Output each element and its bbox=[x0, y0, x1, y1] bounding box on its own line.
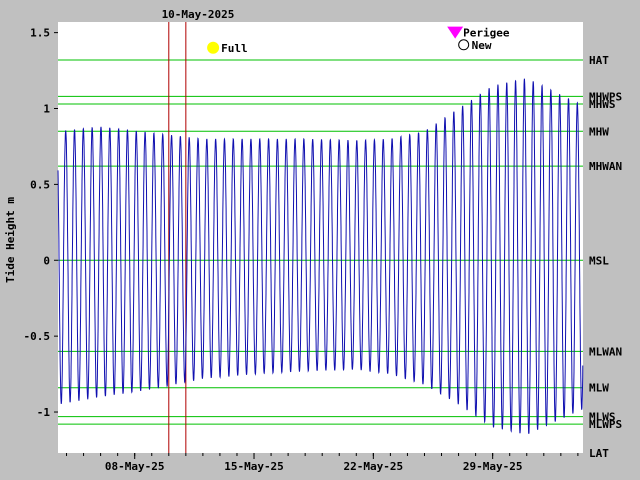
new-moon-icon bbox=[458, 39, 470, 51]
y-tick-label: 1.5 bbox=[30, 27, 50, 40]
y-axis-label: Tide Height m bbox=[4, 197, 17, 283]
chart-title: 10-May-2025 bbox=[162, 8, 235, 21]
level-label: MLW bbox=[589, 382, 609, 395]
y-tick-label: 0 bbox=[43, 254, 50, 267]
level-label: LAT bbox=[589, 447, 609, 460]
x-tick-label: 08-May-25 bbox=[105, 460, 165, 473]
level-label: MHWAN bbox=[589, 160, 622, 173]
tide-height-series bbox=[57, 78, 584, 434]
date-markers bbox=[168, 22, 187, 453]
event-label: Perigee bbox=[463, 27, 510, 40]
x-tick-label: 15-May-25 bbox=[224, 460, 284, 473]
x-axis: 08-May-25 15-May-25 22-May-25 29-May-25 bbox=[66, 453, 579, 473]
y-tick-label: 1 bbox=[43, 103, 50, 116]
level-label: MHWPS bbox=[589, 90, 622, 103]
level-label: MHW bbox=[589, 125, 609, 138]
event-label: Full bbox=[221, 42, 248, 55]
level-label: MLWAN bbox=[589, 345, 622, 358]
level-label: MLWPS bbox=[589, 418, 622, 431]
level-label: HAT bbox=[589, 54, 609, 67]
y-axis: 1.5 1 0.5 0 -0.5 -1 bbox=[24, 27, 58, 419]
y-tick-label: 0.5 bbox=[30, 178, 50, 191]
y-tick-label: -0.5 bbox=[24, 330, 51, 343]
level-label: MLWS bbox=[589, 411, 616, 424]
level-label: MSL bbox=[589, 254, 609, 267]
full-moon-icon bbox=[207, 41, 220, 54]
y-tick-label: -1 bbox=[37, 406, 51, 419]
perigee-icon bbox=[447, 26, 464, 39]
x-tick-label: 22-May-25 bbox=[344, 460, 404, 473]
event-label: New bbox=[472, 39, 492, 52]
level-label: MHWS bbox=[589, 98, 616, 111]
plot-area bbox=[58, 22, 583, 453]
x-tick-label: 29-May-25 bbox=[463, 460, 523, 473]
